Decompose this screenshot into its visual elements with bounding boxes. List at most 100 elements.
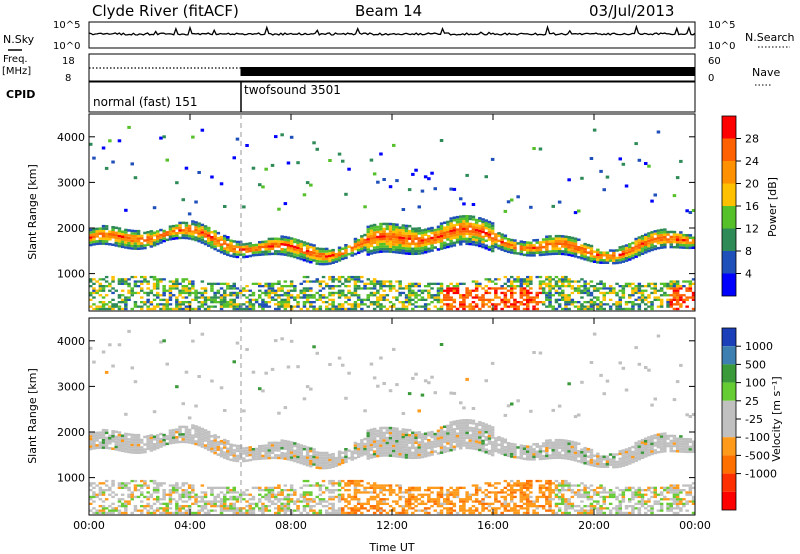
velocity-echo-cell xyxy=(92,434,96,438)
power-echo-cell xyxy=(494,243,498,246)
velocity-echo-cell xyxy=(98,505,103,508)
velocity-echo-cell xyxy=(187,416,192,420)
power-echo-cell xyxy=(159,303,163,306)
velocity-echo-cell xyxy=(423,509,428,512)
power-echo-cell xyxy=(223,249,227,253)
velocity-echo-cell xyxy=(356,491,361,494)
power-echo-cell xyxy=(522,291,527,295)
power-echo-cell xyxy=(570,280,575,283)
power-echo-cell xyxy=(92,287,96,290)
velocity-echo-cell xyxy=(312,460,316,464)
velocity-echo-cell xyxy=(459,419,463,422)
velocity-echo-cell xyxy=(411,486,415,489)
power-echo-cell xyxy=(392,230,396,234)
power-echo-cell xyxy=(210,287,214,290)
power-echo-cell xyxy=(350,307,354,311)
power-echo-cell xyxy=(289,282,294,285)
power-echo-cell xyxy=(149,289,154,292)
velocity-echo-cell xyxy=(481,422,485,425)
velocity-echo-cell xyxy=(299,456,303,460)
power-echo-cell xyxy=(194,200,198,204)
power-echo-cell xyxy=(392,305,396,308)
power-echo-cell xyxy=(449,234,453,238)
velocity-echo-cell xyxy=(229,446,233,449)
power-echo-cell xyxy=(589,252,594,255)
power-echo-cell xyxy=(213,242,217,246)
power-echo-cell xyxy=(513,280,517,283)
power-echo-cell xyxy=(133,237,138,240)
velocity-echo-cell xyxy=(309,484,313,487)
power-echo-cell xyxy=(526,307,530,311)
velocity-echo-cell xyxy=(366,429,370,433)
velocity-echo-cell xyxy=(203,434,208,437)
velocity-echo-cell xyxy=(175,484,179,487)
power-echo-cell xyxy=(187,301,192,304)
power-echo-cell xyxy=(274,237,278,240)
velocity-echo-cell xyxy=(280,507,284,510)
power-echo-cell xyxy=(398,287,402,290)
power-echo-cell xyxy=(449,222,453,225)
power-echo-cell xyxy=(372,307,377,311)
power-echo-cell xyxy=(92,228,96,231)
power-echo-cell xyxy=(599,169,603,173)
power-echo-cell xyxy=(111,305,115,308)
power-echo-cell xyxy=(567,285,571,288)
velocity-echo-cell xyxy=(465,424,469,427)
velocity-echo-cell xyxy=(443,507,447,510)
power-echo-cell xyxy=(644,162,648,165)
velocity-echo-cell xyxy=(347,495,351,499)
power-echo-cell xyxy=(140,247,144,250)
power-echo-cell xyxy=(471,233,476,236)
velocity-echo-cell xyxy=(494,500,498,503)
velocity-echo-cell xyxy=(436,491,441,494)
velocity-echo-cell xyxy=(334,482,339,485)
velocity-echo-cell xyxy=(328,482,332,485)
power-echo-cell xyxy=(541,303,546,306)
power-echo-cell xyxy=(471,240,476,244)
power-echo-cell xyxy=(599,301,603,304)
velocity-echo-cell xyxy=(162,489,166,492)
power-echo-cell xyxy=(628,245,632,249)
power-echo-cell xyxy=(117,294,122,297)
velocity-echo-cell xyxy=(219,450,224,453)
velocity-echo-cell xyxy=(264,371,268,375)
power-echo-cell xyxy=(653,193,657,197)
velocity-echo-cell xyxy=(200,427,205,431)
power-echo-cell xyxy=(675,176,680,180)
velocity-echo-cell xyxy=(331,452,335,456)
power-echo-cell xyxy=(506,245,511,248)
velocity-echo-cell xyxy=(89,447,93,451)
power-echo-cell xyxy=(347,252,351,256)
velocity-echo-cell xyxy=(430,443,434,446)
power-echo-cell xyxy=(395,228,399,231)
power-echo-cell xyxy=(580,289,584,292)
power-echo-cell xyxy=(455,230,460,234)
velocity-echo-cell xyxy=(455,442,460,445)
power-echo-cell xyxy=(270,242,275,246)
power-echo-cell xyxy=(459,296,463,299)
power-echo-cell xyxy=(223,234,227,238)
power-echo-cell xyxy=(136,232,141,235)
power-echo-cell xyxy=(219,235,224,239)
velocity-echo-cell xyxy=(369,495,374,499)
power-echo-cell xyxy=(529,275,533,279)
power-echo-cell xyxy=(219,303,224,306)
power-echo-cell xyxy=(117,237,122,240)
velocity-echo-cell xyxy=(337,479,342,483)
power-echo-cell xyxy=(376,280,380,283)
power-echo-cell xyxy=(289,135,294,139)
power-echo-cell xyxy=(309,250,313,254)
velocity-echo-cell xyxy=(223,505,227,508)
velocity-echo-cell xyxy=(264,507,268,510)
power-echo-cell xyxy=(379,230,383,233)
velocity-echo-cell xyxy=(353,482,358,485)
velocity-echo-cell xyxy=(379,498,383,501)
power-echo-cell xyxy=(586,251,591,254)
power-echo-cell xyxy=(388,285,393,288)
power-echo-cell xyxy=(184,231,189,235)
velocity-echo-cell xyxy=(219,505,224,508)
velocity-echo-cell xyxy=(465,421,469,424)
velocity-echo-cell xyxy=(356,479,361,483)
power-echo-cell xyxy=(156,305,160,308)
velocity-echo-cell xyxy=(360,451,364,455)
